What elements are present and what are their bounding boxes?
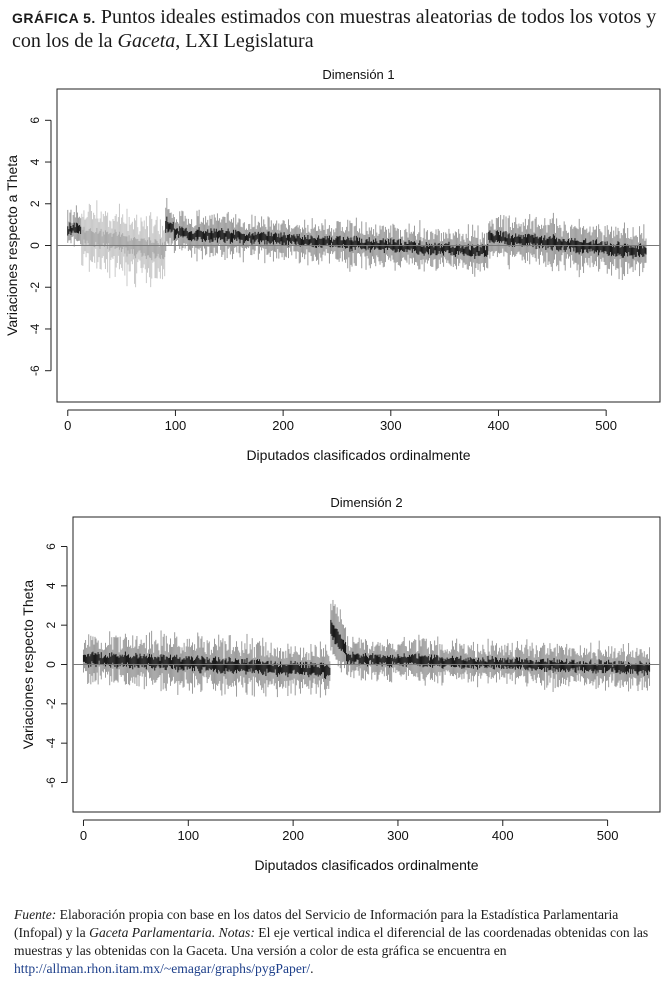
data-series — [82, 599, 651, 698]
x-tick-label: 300 — [387, 828, 409, 843]
y-tick-label: 2 — [28, 200, 42, 207]
figure-label: GRÁFICA 5. — [12, 10, 96, 26]
figure-title: GRÁFICA 5. Puntos ideales estimados con … — [12, 6, 662, 53]
footer-period: . — [211, 925, 219, 940]
x-tick-label: 500 — [597, 828, 619, 843]
chart-dimension-2: Dimensión 2 -6 -4 -2 0 2 4 6 0 100 200 300 400 500 Dip… — [20, 495, 661, 873]
notas-text: El eje vertical indica el diferencial de… — [14, 925, 649, 958]
y-tick-label: 0 — [28, 242, 42, 249]
x-tick-label: 400 — [492, 828, 514, 843]
figure-footnote: Fuente: Elaboración propia con base en l… — [14, 906, 664, 978]
y-tick-label: 2 — [44, 622, 58, 629]
x-tick-label: 500 — [595, 418, 617, 433]
y-tick-label: -4 — [28, 323, 42, 334]
x-tick-label: 400 — [488, 418, 510, 433]
y-axis-label: Variaciones respecto Theta — [20, 580, 36, 749]
fuente-label: Fuente: — [14, 907, 57, 922]
y-tick-label: 0 — [44, 661, 58, 668]
chart-dimension-1: Dimensión 1 -6 -4 -2 0 2 4 6 0 100 200 300 400 500 Dip… — [4, 67, 661, 463]
data-series — [67, 197, 647, 288]
chart-title: Dimensión 2 — [330, 495, 402, 510]
figure-title-end: , LXI Legislatura — [175, 30, 314, 52]
y-tick-label: -2 — [28, 282, 42, 293]
y-tick-label: 6 — [44, 543, 58, 550]
x-tick-label: 0 — [64, 418, 71, 433]
x-axis-label: Diputados clasificados ordinalmente — [246, 447, 470, 463]
chart-title: Dimensión 1 — [322, 67, 394, 82]
x-tick-label: 200 — [272, 418, 294, 433]
gaceta-italic: Gaceta Parlamentaria — [89, 925, 212, 940]
y-tick-label: 6 — [28, 117, 42, 124]
notas-label: Notas: — [218, 925, 255, 940]
fuente-text: Elaboración propia con base en los datos… — [14, 907, 619, 940]
y-axis-label: Variaciones respecto a Theta — [4, 155, 20, 336]
x-tick-label: 100 — [177, 828, 199, 843]
x-tick-label: 200 — [282, 828, 304, 843]
source-link[interactable]: http://allman.rhon.itam.mx/~emagar/graph… — [14, 961, 311, 976]
y-tick-label: -4 — [44, 738, 58, 749]
x-axis-label: Diputados clasificados ordinalmente — [254, 857, 478, 873]
y-tick-label: 4 — [28, 158, 42, 165]
y-tick-label: -2 — [44, 698, 58, 709]
footer-end: . — [310, 961, 314, 976]
x-tick-label: 300 — [380, 418, 402, 433]
y-tick-label: -6 — [44, 777, 58, 788]
figure-title-text: Puntos ideales estimados con muestras al… — [12, 6, 657, 52]
x-tick-label: 100 — [165, 418, 187, 433]
figure-title-italic: Gaceta — [117, 30, 176, 52]
x-tick-label: 0 — [80, 828, 87, 843]
y-tick-label: -6 — [28, 365, 42, 376]
y-tick-label: 4 — [44, 582, 58, 589]
